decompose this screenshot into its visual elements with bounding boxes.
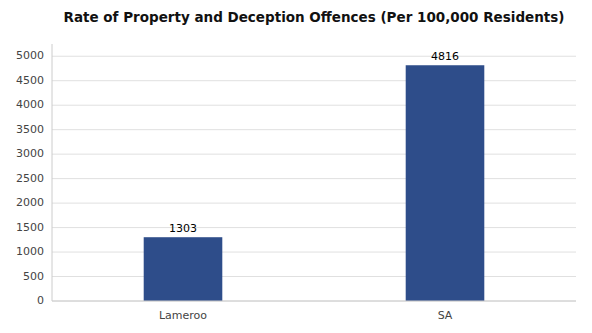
grid-line — [52, 105, 576, 106]
y-tick-label: 2000 — [16, 196, 44, 209]
chart-svg: Rate of Property and Deception Offences … — [0, 0, 592, 333]
y-tick-label: 0 — [37, 294, 44, 307]
grid-line — [52, 276, 576, 277]
y-tick-label: 1000 — [16, 245, 44, 258]
y-tick-label: 4000 — [16, 98, 44, 111]
x-tick-label: Lameroo — [159, 309, 207, 322]
grid-line — [52, 154, 576, 155]
chart-title: Rate of Property and Deception Offences … — [64, 9, 565, 25]
bar — [144, 237, 223, 301]
y-tick-label: 3000 — [16, 147, 44, 160]
y-tick-label: 5000 — [16, 49, 44, 62]
chart-container: Rate of Property and Deception Offences … — [0, 0, 592, 333]
grid — [52, 56, 576, 301]
data-label: 4816 — [431, 50, 459, 63]
y-tick-label: 4500 — [16, 74, 44, 87]
grid-line — [52, 301, 576, 302]
y-axis-line — [52, 44, 53, 301]
grid-line — [52, 56, 576, 57]
grid-line — [52, 129, 576, 130]
bar — [406, 65, 485, 301]
x-axis-line — [52, 301, 576, 302]
bars — [144, 65, 485, 301]
y-tick-label: 3500 — [16, 123, 44, 136]
grid-line — [52, 203, 576, 204]
x-tick-label: SA — [438, 309, 453, 322]
grid-line — [52, 80, 576, 81]
data-label: 1303 — [169, 222, 197, 235]
grid-line — [52, 178, 576, 179]
y-tick-label: 2500 — [16, 172, 44, 185]
grid-line — [52, 227, 576, 228]
y-tick-label: 1500 — [16, 221, 44, 234]
y-tick-label: 500 — [23, 270, 44, 283]
grid-line — [52, 252, 576, 253]
